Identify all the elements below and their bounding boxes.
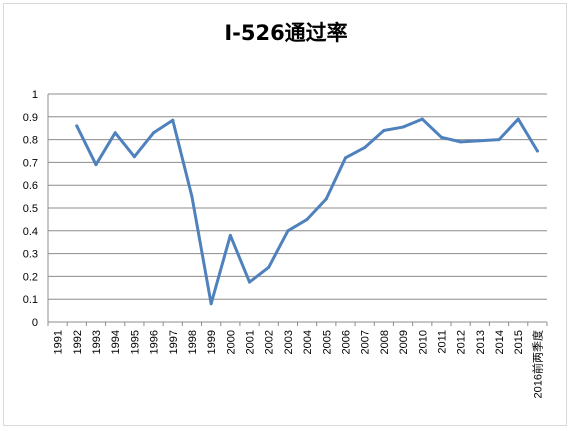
y-tick-label: 1 (32, 89, 38, 101)
data-point (439, 135, 443, 139)
x-tick-label: 1995 (129, 330, 141, 354)
data-point (305, 217, 309, 221)
x-tick-label: 2007 (360, 330, 372, 354)
y-tick-labels: 0 0.1 0.2 0.3 0.4 0.5 0.6 0.7 0.8 0.9 1 (23, 89, 38, 329)
x-tick-labels: 1991 1992 1993 1994 1995 1996 1997 1998 1999 2000… (53, 330, 545, 398)
y-tick-label: 0 (32, 317, 38, 329)
y-tick-label: 0.3 (23, 249, 38, 261)
x-tick-label: 1996 (149, 330, 161, 354)
x-tick-label: 1994 (110, 330, 122, 354)
y-tick-label: 0.6 (23, 180, 38, 192)
data-point (75, 124, 79, 128)
x-tick-label: 2008 (379, 330, 391, 354)
x-tick-label: 2013 (475, 330, 487, 354)
x-tick-label: 2014 (494, 330, 506, 354)
x-tick-label: 2001 (245, 330, 257, 354)
data-point (497, 138, 501, 142)
data-point (209, 302, 213, 306)
data-point (190, 195, 194, 199)
gridlines (48, 93, 547, 300)
x-tick-label: 2009 (398, 330, 410, 354)
chart-title: I-526通过率 (224, 21, 347, 45)
data-point (248, 280, 252, 284)
x-tick-label: 2015 (513, 330, 525, 354)
data-point (478, 139, 482, 143)
x-tick-label: 2006 (340, 330, 352, 354)
data-point (382, 128, 386, 132)
x-tick-label: 2004 (302, 330, 314, 354)
data-point (228, 233, 232, 237)
x-tick-label: 2011 (436, 330, 448, 354)
x-tick-label: 1999 (206, 330, 218, 354)
data-point (420, 117, 424, 121)
y-tick-label: 0.8 (23, 135, 38, 147)
data-point (94, 163, 98, 167)
data-point (343, 156, 347, 160)
x-tick-label: 1993 (91, 330, 103, 354)
x-tick-label: 1998 (187, 330, 199, 354)
y-tick-label: 0.2 (23, 271, 38, 283)
series-group (75, 117, 539, 306)
data-point (363, 146, 367, 150)
y-tick-label: 0.1 (23, 294, 38, 306)
x-tick-label: 2012 (456, 330, 468, 354)
x-tick-label: 1991 (53, 330, 65, 354)
data-point (267, 265, 271, 269)
x-tick-label: 2016前两季度 (530, 330, 544, 398)
x-tick-label: 1997 (168, 330, 180, 354)
data-point (324, 197, 328, 201)
data-point (113, 131, 117, 135)
y-tick-label: 0.9 (23, 112, 38, 124)
data-point (459, 140, 463, 144)
x-tick-label: 1992 (72, 330, 84, 354)
data-point (401, 125, 405, 129)
data-point (132, 155, 136, 159)
x-tick-label: 2005 (321, 330, 333, 354)
y-tick-label: 0.5 (23, 203, 38, 215)
y-tick-label: 0.4 (23, 226, 38, 238)
x-tick-label: 2000 (225, 330, 237, 354)
x-tick-label: 2003 (283, 330, 295, 354)
x-tick-label: 2002 (264, 330, 276, 354)
data-point (286, 229, 290, 233)
data-point (516, 117, 520, 121)
data-point (535, 149, 539, 153)
axes (47, 94, 548, 326)
data-point (152, 131, 156, 135)
x-tick-label: 2010 (417, 330, 429, 354)
y-tick-label: 0.7 (23, 157, 38, 169)
chart-frame (3, 3, 567, 426)
data-point (171, 118, 175, 122)
